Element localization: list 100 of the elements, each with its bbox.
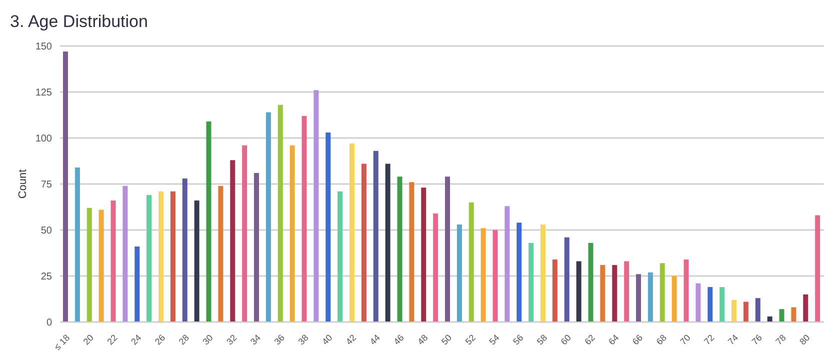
bar <box>528 242 534 322</box>
x-tick-label: ≤ 18 <box>52 332 72 352</box>
y-tick-label: 0 <box>46 318 52 329</box>
bar <box>636 274 641 322</box>
bar <box>158 191 164 322</box>
bar <box>194 200 200 322</box>
bar <box>421 188 426 322</box>
bar <box>576 261 582 322</box>
bar <box>278 104 283 322</box>
bar <box>672 276 677 322</box>
x-tick-label: 42 <box>344 332 358 347</box>
bar <box>612 264 618 322</box>
x-tick-label: 24 <box>129 332 144 347</box>
bar <box>182 178 188 322</box>
y-tick-label: 150 <box>35 42 52 53</box>
bar <box>791 307 796 322</box>
bar <box>720 287 725 322</box>
bar <box>732 300 736 322</box>
bar <box>86 208 92 322</box>
bar <box>504 206 510 322</box>
bar <box>361 164 366 322</box>
bar <box>218 186 224 322</box>
bar <box>456 224 462 322</box>
bar <box>134 246 140 322</box>
bar <box>684 259 689 322</box>
x-tick-label: 50 <box>439 332 454 347</box>
chart-title: 3. Age Distribution <box>9 11 149 33</box>
bar <box>350 144 354 322</box>
x-tick-label: 62 <box>582 332 597 347</box>
x-tick-label: 66 <box>630 332 645 347</box>
x-tick-label: 78 <box>774 332 788 347</box>
bar <box>74 167 80 322</box>
bar <box>516 222 522 322</box>
y-axis-title: Count <box>16 169 29 199</box>
bar <box>708 287 713 322</box>
x-tick-label: 40 <box>320 332 334 347</box>
bar <box>206 121 212 322</box>
x-tick-label: 80 <box>798 332 812 347</box>
bar <box>170 191 176 322</box>
bar <box>552 259 558 322</box>
bar <box>755 298 760 322</box>
bar <box>815 215 820 322</box>
bar <box>122 186 128 322</box>
bar <box>767 316 772 322</box>
y-tick-label: 25 <box>40 272 52 283</box>
x-tick-label: 44 <box>368 332 382 347</box>
x-tick-label: 70 <box>678 332 692 347</box>
x-tick-label: 28 <box>176 332 191 347</box>
bar <box>146 195 152 322</box>
bar <box>445 176 450 322</box>
y-tick-label: 75 <box>40 180 52 191</box>
bar <box>540 224 546 322</box>
bar <box>743 302 748 322</box>
bar <box>564 237 570 322</box>
x-tick-label: 32 <box>224 332 239 347</box>
x-tick-label: 76 <box>750 332 764 347</box>
x-tick-label: 46 <box>392 332 406 347</box>
bar <box>492 230 498 322</box>
bar <box>110 200 116 322</box>
bar <box>433 213 438 322</box>
bar <box>326 132 331 322</box>
x-tick-label: 60 <box>558 332 573 347</box>
x-tick-label: 72 <box>702 332 716 347</box>
x-tick-label: 52 <box>463 332 478 347</box>
x-tick-label: 58 <box>534 332 550 347</box>
bar <box>266 112 271 322</box>
x-tick-label: 54 <box>487 332 502 347</box>
x-tick-label: 26 <box>152 332 168 347</box>
x-tick-label: 48 <box>416 332 430 347</box>
bar <box>660 263 665 322</box>
x-tick-label: 34 <box>248 332 263 347</box>
y-tick-label: 50 <box>40 226 52 237</box>
bar <box>480 228 486 322</box>
bar <box>624 261 630 322</box>
x-tick-label: 74 <box>726 332 740 347</box>
bar <box>397 176 402 322</box>
bar <box>254 172 259 322</box>
bar <box>98 210 104 322</box>
x-tick-label: 64 <box>606 332 621 347</box>
bar <box>385 164 390 322</box>
bar <box>242 145 248 322</box>
x-tick-label: 68 <box>654 332 668 347</box>
x-tick-label: 30 <box>200 332 215 347</box>
bar <box>468 202 474 322</box>
bar <box>696 283 701 322</box>
y-tick-label: 100 <box>35 134 52 145</box>
bar <box>314 90 319 322</box>
bar <box>290 145 295 322</box>
x-tick-label: 36 <box>272 332 286 347</box>
x-tick-label: 38 <box>296 332 310 347</box>
bar <box>230 160 236 322</box>
x-tick-label: 56 <box>511 332 526 347</box>
bar <box>648 272 653 322</box>
bar <box>338 191 343 322</box>
bar <box>588 242 594 322</box>
bar <box>63 52 68 322</box>
bar <box>803 294 808 322</box>
bar <box>409 182 414 322</box>
bar <box>302 116 307 322</box>
y-tick-label: 125 <box>35 88 52 99</box>
